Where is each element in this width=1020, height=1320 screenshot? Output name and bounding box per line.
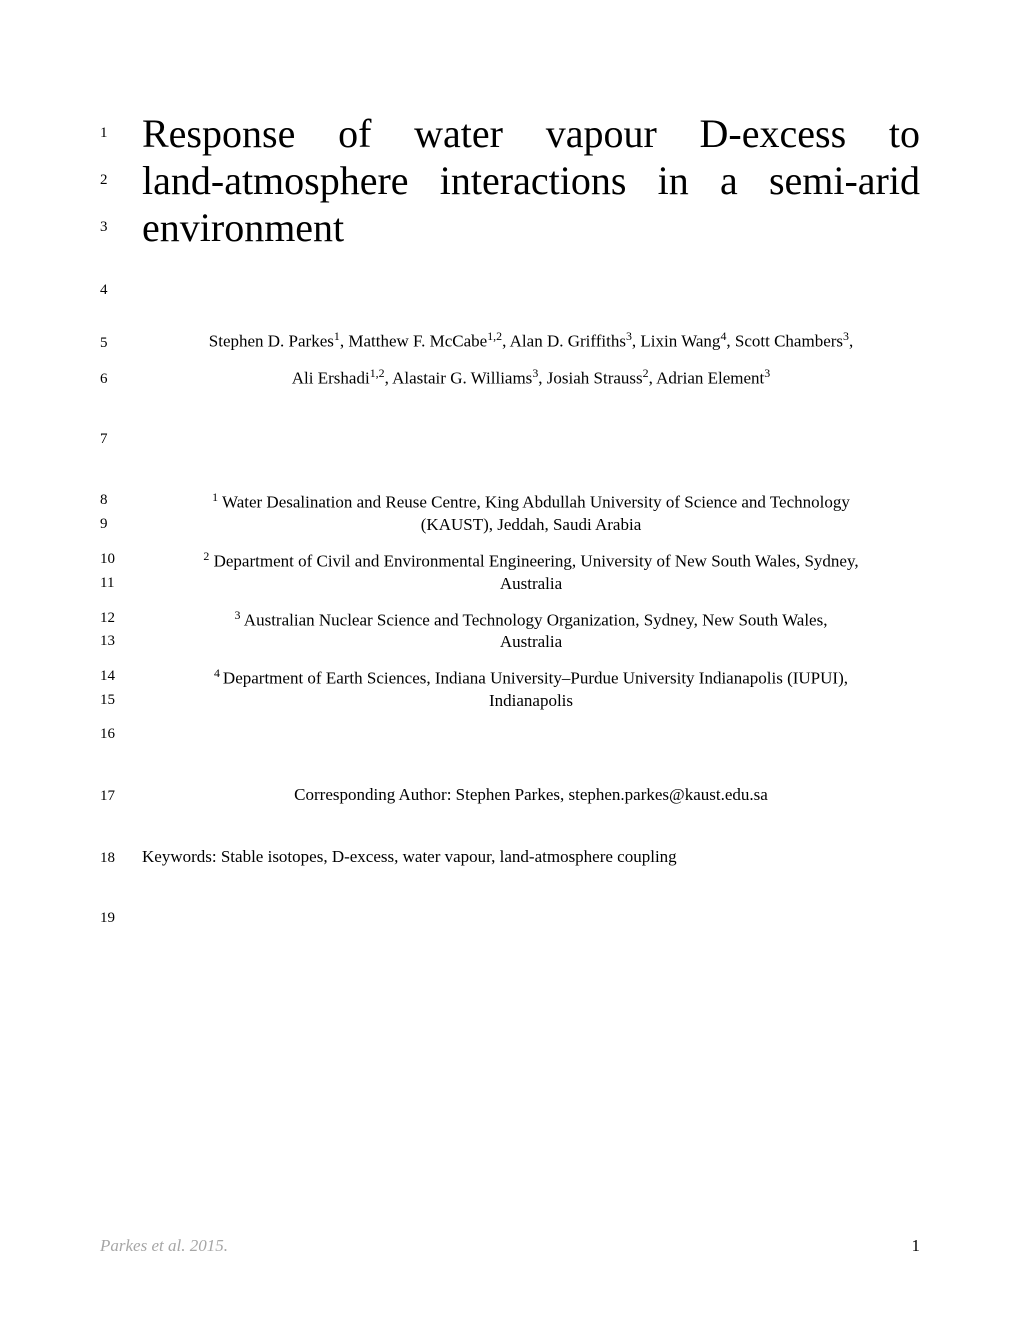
line-number: 2 bbox=[100, 172, 142, 189]
authors: Ali Ershadi1,2, Alastair G. Williams3, J… bbox=[142, 366, 920, 389]
author-sup: 1,2 bbox=[487, 329, 502, 343]
blank-line: 16 bbox=[100, 725, 920, 743]
affil-row: 11 Australia bbox=[100, 574, 920, 594]
corresponding-author: Corresponding Author: Stephen Parkes, st… bbox=[142, 785, 920, 805]
affil-text: 3 Australian Nuclear Science and Technol… bbox=[142, 608, 920, 631]
line-number: 12 bbox=[100, 608, 142, 627]
author-name: Lixin Wang bbox=[640, 332, 720, 351]
footer-page-number: 1 bbox=[912, 1236, 921, 1256]
affil-text: 1 Water Desalination and Reuse Centre, K… bbox=[142, 490, 920, 513]
author-name: Ali Ershadi bbox=[292, 368, 370, 387]
title-text-3: environment bbox=[142, 204, 920, 251]
author-name: Josiah Strauss bbox=[547, 368, 643, 387]
affil-row: 12 3 Australian Nuclear Science and Tech… bbox=[100, 608, 920, 631]
line-number: 7 bbox=[100, 431, 142, 448]
affil-line: Department of Civil and Environmental En… bbox=[209, 552, 858, 571]
author-sup: 2 bbox=[643, 366, 649, 380]
line-number: 8 bbox=[100, 490, 142, 509]
affiliation-4: 14 4 Department of Earth Sciences, India… bbox=[100, 666, 920, 711]
author-sup: 3 bbox=[626, 329, 632, 343]
line-number: 1 bbox=[100, 125, 142, 142]
line-number: 3 bbox=[100, 219, 142, 236]
author-name: Matthew F. McCabe bbox=[348, 332, 487, 351]
corresponding-author-line: 17 Corresponding Author: Stephen Parkes,… bbox=[100, 785, 920, 805]
authors: Stephen D. Parkes1, Matthew F. McCabe1,2… bbox=[142, 329, 920, 352]
affil-text: Indianapolis bbox=[142, 691, 920, 711]
blank-line: 19 bbox=[100, 909, 920, 927]
author-sup: 3 bbox=[764, 366, 770, 380]
footer-citation: Parkes et al. 2015. bbox=[100, 1236, 228, 1256]
affil-text: 4 Department of Earth Sciences, Indiana … bbox=[142, 666, 920, 689]
author-sup: 3 bbox=[843, 329, 849, 343]
affil-text: (KAUST), Jeddah, Saudi Arabia bbox=[142, 515, 920, 535]
author-name: Alastair G. Williams bbox=[392, 368, 532, 387]
author-sup: 1 bbox=[334, 329, 340, 343]
author-name: Adrian Element bbox=[656, 368, 764, 387]
line-number: 18 bbox=[100, 850, 142, 867]
author-sup: 1,2 bbox=[370, 366, 385, 380]
author-sup: 4 bbox=[720, 329, 726, 343]
line-number: 16 bbox=[100, 726, 142, 743]
author-sup: 3 bbox=[532, 366, 538, 380]
affil-text: Australia bbox=[142, 574, 920, 594]
author-name: Alan D. Griffiths bbox=[510, 332, 626, 351]
affil-row: 10 2 Department of Civil and Environment… bbox=[100, 549, 920, 572]
page-footer: Parkes et al. 2015. 1 bbox=[100, 1236, 920, 1256]
line-number: 14 bbox=[100, 666, 142, 685]
empty bbox=[142, 430, 920, 448]
title-line-1: 1 Response of water vapour D-excess to bbox=[100, 110, 920, 157]
affil-row: 9 (KAUST), Jeddah, Saudi Arabia bbox=[100, 515, 920, 535]
empty bbox=[142, 281, 920, 299]
author-name: Stephen D. Parkes bbox=[209, 332, 334, 351]
authors-line-2: 6 Ali Ershadi1,2, Alastair G. Williams3,… bbox=[100, 366, 920, 389]
line-number: 13 bbox=[100, 632, 142, 650]
affiliation-2: 10 2 Department of Civil and Environment… bbox=[100, 549, 920, 594]
line-number: 19 bbox=[100, 910, 142, 927]
affil-row: 8 1 Water Desalination and Reuse Centre,… bbox=[100, 490, 920, 513]
affil-text: 2 Department of Civil and Environmental … bbox=[142, 549, 920, 572]
title-text-2: land-atmosphere interactions in a semi-a… bbox=[142, 157, 920, 204]
affil-text: Australia bbox=[142, 632, 920, 652]
line-number: 15 bbox=[100, 691, 142, 709]
keywords: Keywords: Stable isotopes, D-excess, wat… bbox=[142, 847, 920, 867]
line-number: 9 bbox=[100, 515, 142, 533]
affil-line: Department of Earth Sciences, Indiana Un… bbox=[223, 669, 848, 688]
line-number: 6 bbox=[100, 371, 142, 388]
keywords-line: 18 Keywords: Stable isotopes, D-excess, … bbox=[100, 847, 920, 867]
affil-sup: 4 bbox=[214, 666, 223, 680]
line-number: 5 bbox=[100, 335, 142, 352]
line-number: 4 bbox=[100, 282, 142, 299]
line-number: 10 bbox=[100, 549, 142, 568]
empty bbox=[142, 909, 920, 927]
affil-row: 14 4 Department of Earth Sciences, India… bbox=[100, 666, 920, 689]
title-block: 1 Response of water vapour D-excess to 2… bbox=[100, 110, 920, 251]
affiliation-1: 8 1 Water Desalination and Reuse Centre,… bbox=[100, 490, 920, 535]
affil-row: 15 Indianapolis bbox=[100, 691, 920, 711]
affil-row: 13 Australia bbox=[100, 632, 920, 652]
page: 1 Response of water vapour D-excess to 2… bbox=[0, 0, 1020, 1320]
affil-line: Water Desalination and Reuse Centre, Kin… bbox=[218, 493, 850, 512]
blank-line: 4 bbox=[100, 281, 920, 299]
author-name: Scott Chambers bbox=[735, 332, 843, 351]
affil-line: Australian Nuclear Science and Technolog… bbox=[241, 610, 828, 629]
line-number: 17 bbox=[100, 788, 142, 805]
title-line-2: 2 land-atmosphere interactions in a semi… bbox=[100, 157, 920, 204]
authors-line-1: 5 Stephen D. Parkes1, Matthew F. McCabe1… bbox=[100, 329, 920, 352]
title-line-3: 3 environment bbox=[100, 204, 920, 251]
affiliation-3: 12 3 Australian Nuclear Science and Tech… bbox=[100, 608, 920, 653]
line-number: 11 bbox=[100, 574, 142, 592]
title-text-1: Response of water vapour D-excess to bbox=[142, 110, 920, 157]
empty bbox=[142, 725, 920, 743]
blank-line: 7 bbox=[100, 430, 920, 448]
